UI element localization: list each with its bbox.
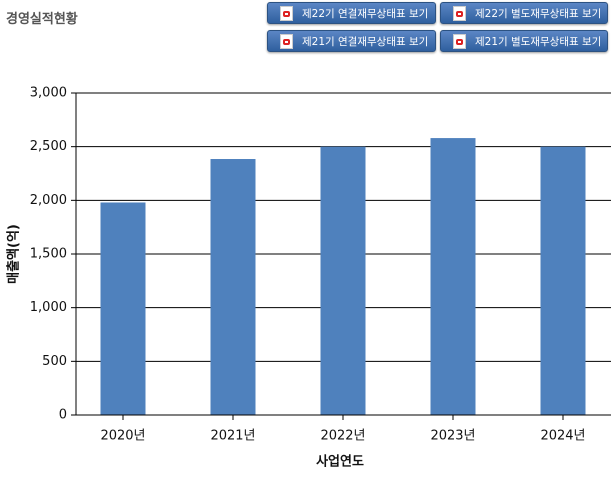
pdf-icon xyxy=(280,34,293,49)
x-axis-label: 사업연도 xyxy=(316,454,364,470)
pdf-icon xyxy=(453,34,466,49)
y-tick-label: 1,000 xyxy=(30,300,67,315)
y-tick-label: 2,000 xyxy=(30,193,67,208)
page-title: 경영실적현황 xyxy=(6,12,78,27)
pdf-button[interactable]: 제21기 별도재무상태표 보기 xyxy=(440,30,608,52)
pdf-button[interactable]: 제21기 연결재무상태표 보기 xyxy=(267,30,436,52)
bar xyxy=(210,159,256,415)
button-label: 제21기 별도재무상태표 보기 xyxy=(475,36,602,48)
bar xyxy=(100,202,146,415)
y-tick-label: 1,500 xyxy=(30,247,67,262)
button-label: 제21기 연결재무상태표 보기 xyxy=(302,36,429,48)
bar xyxy=(430,138,476,415)
x-tick-label: 2021년 xyxy=(210,429,255,444)
bar xyxy=(540,146,586,415)
pdf-icon xyxy=(453,6,466,21)
x-tick-label: 2020년 xyxy=(100,429,145,444)
y-tick-label: 0 xyxy=(59,408,67,423)
pdf-button[interactable]: 제22기 별도재무상태표 보기 xyxy=(440,2,608,24)
y-axis-label: 매출액(억) xyxy=(6,224,22,284)
y-tick-label: 3,000 xyxy=(30,86,67,101)
y-tick-label: 2,500 xyxy=(30,139,67,154)
x-tick-label: 2023년 xyxy=(430,429,475,444)
pdf-button[interactable]: 제22기 연결재무상태표 보기 xyxy=(267,2,436,24)
x-tick-label: 2022년 xyxy=(320,429,365,444)
bar xyxy=(320,146,366,415)
y-tick-label: 500 xyxy=(42,354,67,369)
button-label: 제22기 별도재무상태표 보기 xyxy=(475,8,602,20)
button-label: 제22기 연결재무상태표 보기 xyxy=(302,8,429,20)
x-tick-label: 2024년 xyxy=(540,429,585,444)
pdf-icon xyxy=(280,6,293,21)
